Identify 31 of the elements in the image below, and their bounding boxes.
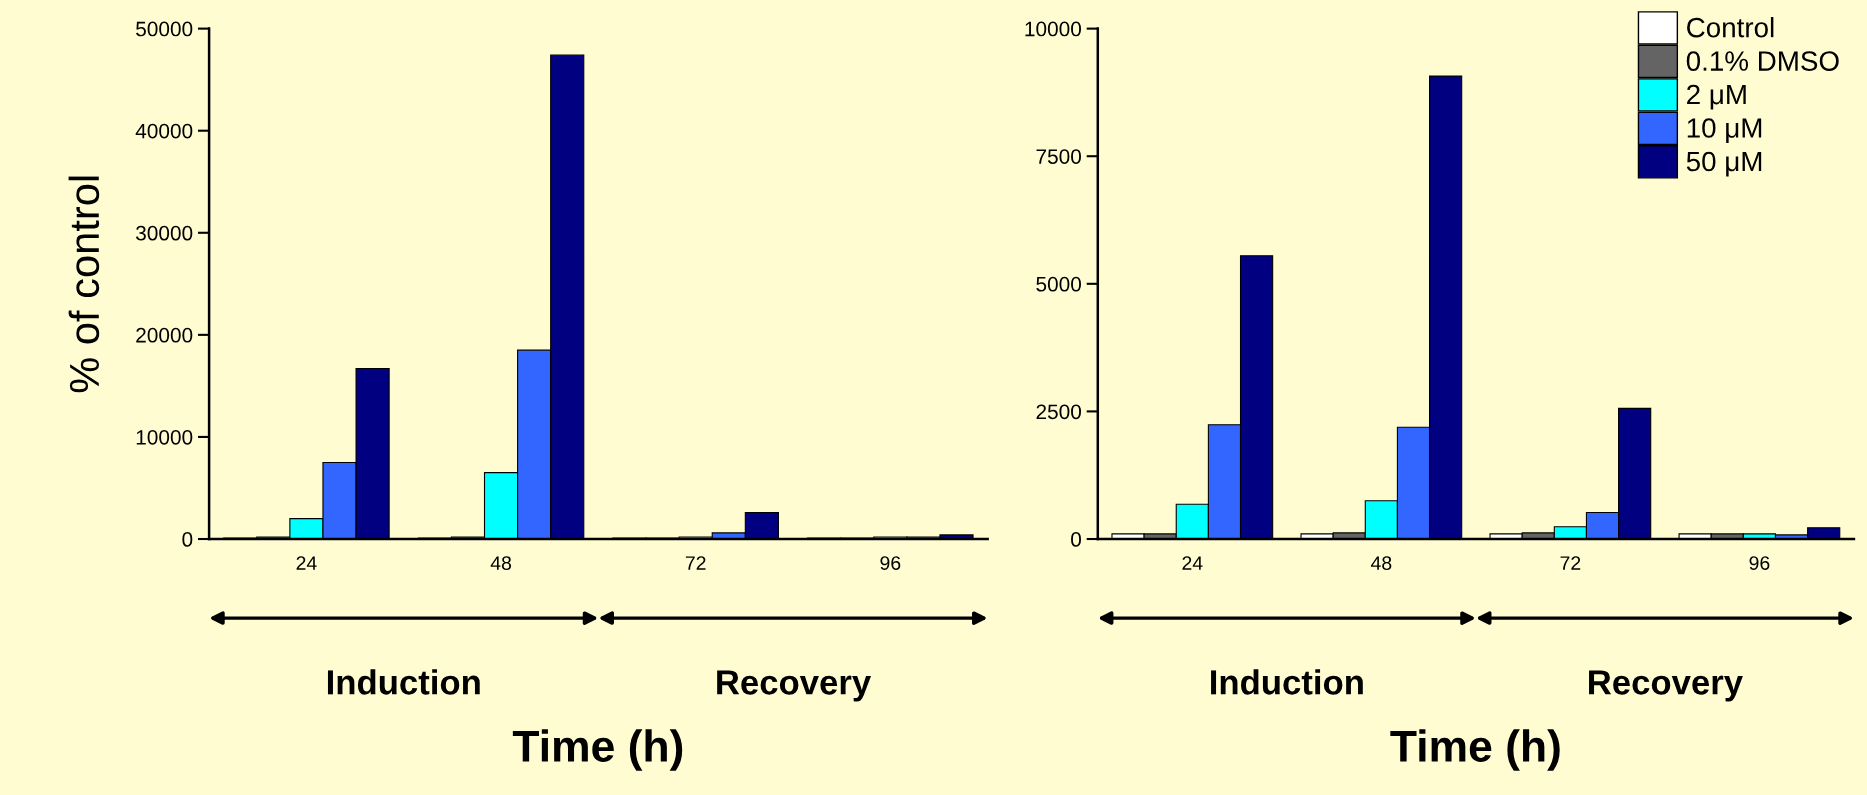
x-tick-label: 48	[490, 556, 512, 570]
x-tick-label: 96	[880, 556, 901, 570]
text: Induction	[1211, 669, 1363, 695]
x-tick-label: 24	[1182, 556, 1203, 570]
legend-label: 0.1% DMSO	[1686, 51, 1839, 71]
y-tick-label: 10000	[136, 429, 193, 445]
x-tick-label: 72	[685, 556, 706, 570]
legend-label: Control	[1687, 17, 1774, 38]
y-tick-label: 30000	[136, 225, 193, 241]
y-axis-title: % of control	[68, 176, 100, 393]
x-axis-title: Time (h)	[1390, 729, 1560, 771]
y-tick-label: 40000	[135, 123, 193, 139]
text: Recovery	[717, 670, 871, 702]
y-tick-label: 0	[182, 532, 193, 547]
text: Induction	[327, 669, 480, 695]
y-tick-label: 7500	[1036, 149, 1082, 164]
legend-label: 10 μM	[1687, 118, 1762, 143]
x-tick-label: 96	[1749, 556, 1770, 570]
x-tick-label: 48	[1370, 556, 1392, 570]
legend-label: 50 μM	[1686, 151, 1762, 177]
x-tick-label: 24	[296, 556, 317, 570]
legend-label: 2 μM	[1687, 84, 1746, 110]
y-tick-label: 50000	[136, 21, 193, 37]
y-tick-label: 5000	[1036, 276, 1082, 292]
x-axis-title: Time (h)	[512, 729, 683, 771]
y-tick-label: 0	[1071, 532, 1082, 547]
y-tick-label: 20000	[136, 327, 193, 343]
x-tick-label: 72	[1560, 556, 1581, 570]
y-tick-label: 10000	[1025, 21, 1082, 37]
y-tick-label: 2500	[1036, 404, 1082, 420]
text: Recovery	[1589, 670, 1743, 702]
